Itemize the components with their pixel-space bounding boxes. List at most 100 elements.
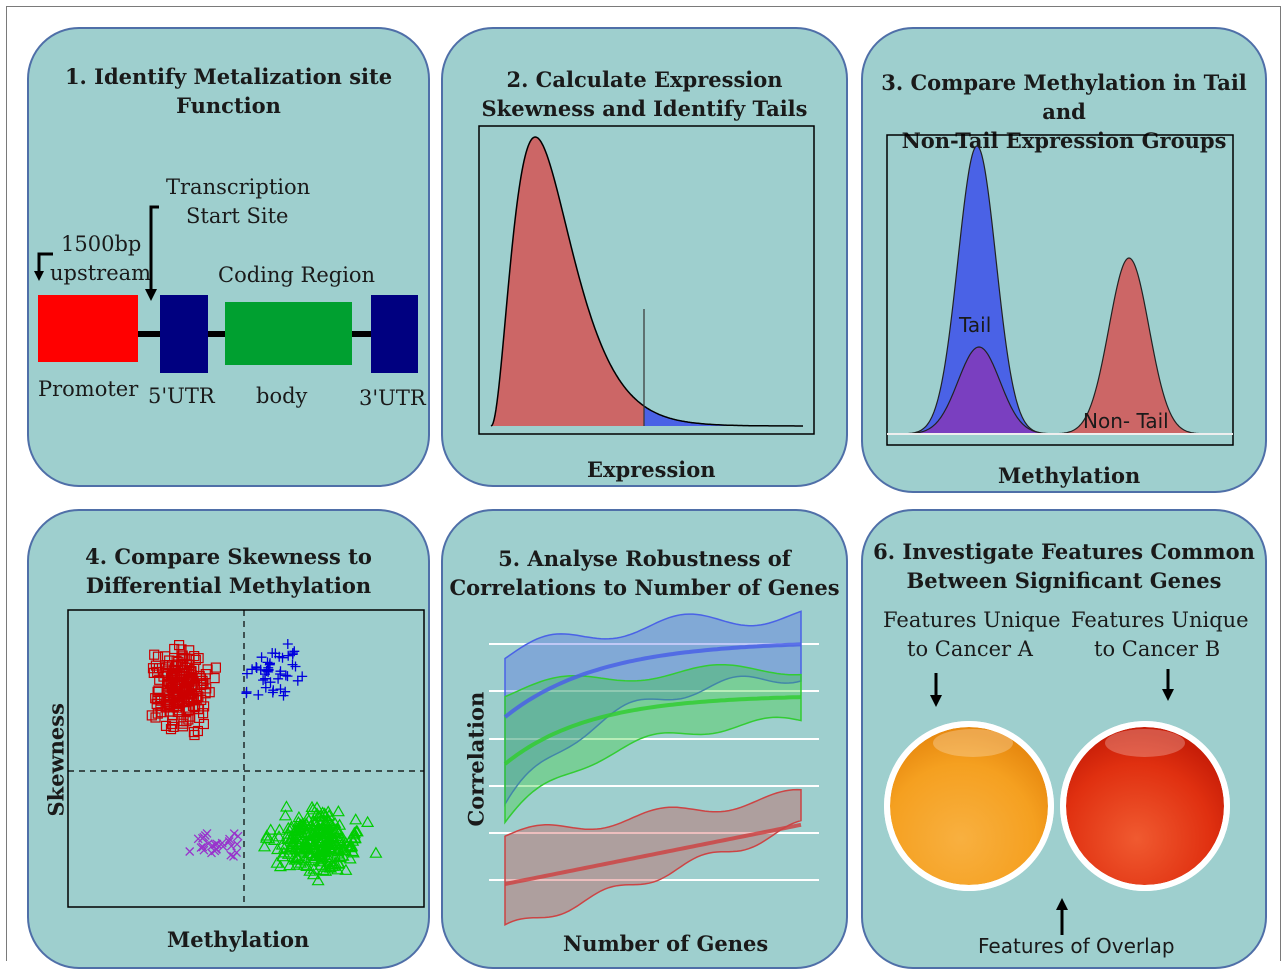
square-point: [149, 649, 160, 660]
cross-point: [229, 851, 238, 861]
triangle-point: [279, 800, 294, 812]
triangle-point: [331, 805, 345, 817]
square-point: [151, 698, 162, 709]
square-point: [180, 689, 191, 700]
triangle-point: [336, 831, 350, 843]
square-point: [161, 695, 172, 706]
triangle-point: [297, 820, 311, 832]
triangle-point: [336, 849, 350, 861]
overlap-label: Features of Overlap: [978, 934, 1175, 958]
utr5-label: 5'UTR: [148, 384, 215, 408]
panel-common-features: 6. Investigate Features Common Between S…: [861, 509, 1267, 969]
nontail-label: Non- Tail: [1083, 409, 1169, 433]
promoter-label: Promoter: [38, 377, 139, 401]
panel-4-title: 4. Compare Skewness to Differential Meth…: [29, 542, 428, 600]
triangle-point: [322, 809, 336, 821]
triangle-point: [289, 823, 303, 836]
tail-distribution-area: [644, 406, 803, 426]
plus-point: [256, 652, 267, 663]
panel-4-title-line1: 4. Compare Skewness to: [85, 544, 372, 569]
cancer-b-label-line2: to Cancer B: [1094, 637, 1221, 661]
triangle-point: [319, 860, 333, 872]
panel-5-title-line2: Correlations to Number of Genes: [449, 575, 840, 600]
triangle-point: [281, 821, 295, 833]
panel-5-ylabel: Correlation: [463, 691, 489, 827]
utr3-block: [371, 295, 418, 373]
cross-point: [200, 831, 210, 840]
cross-point: [198, 842, 208, 852]
panel-6-title: 6. Investigate Features Common Between S…: [863, 537, 1265, 595]
triangle-point: [306, 868, 321, 880]
cancer-b-label-line1: Features Unique: [1071, 608, 1249, 632]
plus-point: [297, 671, 308, 682]
plus-point: [262, 657, 273, 668]
triangle-point: [332, 857, 346, 869]
plot-frame: [67, 609, 425, 908]
panel-2-title-line2: Skewness and Identify Tails: [481, 96, 808, 121]
triangle-point: [321, 837, 335, 849]
triangle-point: [272, 823, 287, 835]
plot-frame: [886, 134, 1234, 446]
tail-methylation-peak: [900, 145, 1054, 435]
triangle-point: [361, 815, 375, 827]
plus-point: [292, 675, 303, 686]
square-point: [177, 650, 188, 661]
plus-point: [282, 671, 293, 682]
triangle-point: [278, 809, 292, 821]
triangle-point: [272, 830, 286, 842]
panel-5-xlabel: Number of Genes: [563, 931, 769, 956]
triangle-point: [277, 846, 291, 858]
triangle-point: [322, 814, 336, 827]
cancer-a-label-line1: Features Unique: [883, 608, 1061, 632]
cancer-a-label-line2: to Cancer A: [907, 637, 1033, 661]
triangle-point: [369, 846, 383, 858]
square-point: [181, 662, 192, 673]
square-point: [210, 662, 221, 673]
methylation-distribution-plot: [886, 134, 1234, 446]
panel-5-title-line1: 5. Analyse Robustness of: [498, 546, 791, 571]
square-point: [181, 706, 192, 717]
plus-point: [247, 664, 258, 675]
panel-4-ylabel: Skewness: [43, 703, 69, 817]
panel-3-xlabel: Methylation: [998, 463, 1141, 488]
cancer-b-highlight: [1105, 729, 1185, 757]
triangle-point: [348, 832, 362, 844]
triangle-point: [314, 853, 328, 865]
panel-4-title-line2: Differential Methylation: [85, 573, 372, 598]
square-point: [184, 682, 195, 693]
cross-point: [193, 834, 203, 844]
triangle-point: [314, 836, 328, 849]
square-point: [176, 644, 187, 655]
panel-1-title-line2: Function: [176, 93, 281, 118]
gene-structure-diagram: [34, 205, 418, 373]
panel-methylation-tail-groups: 3. Compare Methylation in Tail and Non-T…: [861, 27, 1267, 493]
triangle-point: [281, 827, 295, 839]
scatter-points: [146, 639, 383, 886]
panel-skewness-methylation: 4. Compare Skewness to Differential Meth…: [27, 509, 430, 969]
square-point: [160, 651, 171, 662]
triangle-point: [300, 859, 314, 871]
square-point: [168, 701, 179, 713]
plus-point: [277, 652, 288, 663]
square-point: [198, 678, 209, 689]
triangle-point: [314, 858, 328, 870]
plus-point: [260, 673, 271, 684]
red-confidence-band: [504, 788, 802, 927]
square-point: [148, 667, 159, 678]
square-point: [184, 675, 195, 686]
plus-point: [258, 675, 269, 686]
cancer-a-highlight: [933, 729, 1013, 757]
triangle-point: [313, 849, 327, 861]
tss-label-line1: Transcription: [166, 175, 311, 199]
skewness-scatter-plot: [67, 609, 425, 908]
plus-point: [264, 659, 275, 670]
triangle-point: [271, 842, 285, 855]
upstream-label-line2: upstream: [50, 261, 152, 285]
triangle-point: [311, 874, 325, 886]
panel-6-title-line2: Between Significant Genes: [906, 568, 1222, 593]
triangle-point: [309, 834, 323, 846]
upstream-arrow: [37, 252, 53, 273]
triangle-point: [290, 858, 304, 870]
cross-point: [185, 847, 195, 856]
green-confidence-band: [504, 663, 802, 825]
